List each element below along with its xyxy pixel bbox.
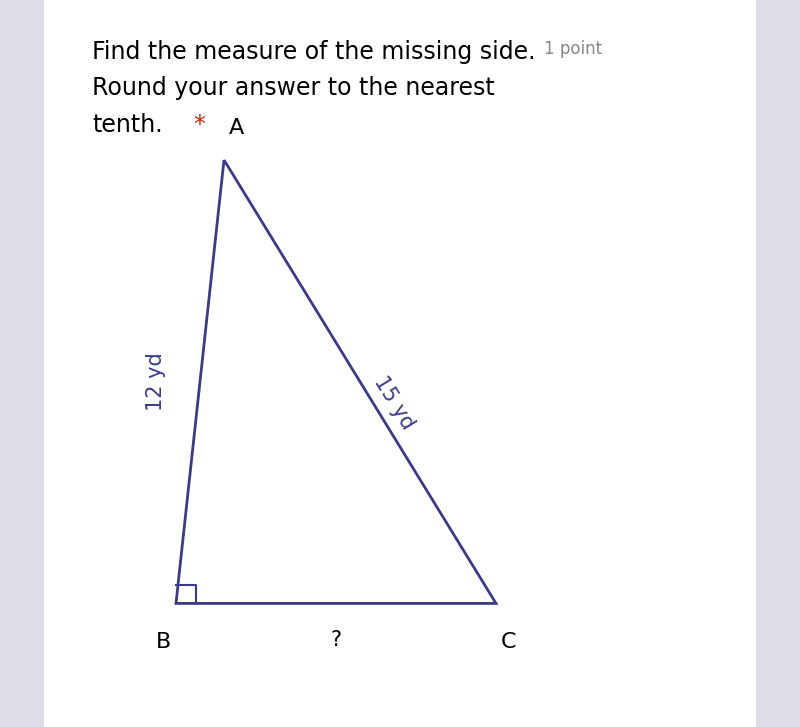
- Text: Round your answer to the nearest: Round your answer to the nearest: [92, 76, 494, 100]
- Text: B: B: [156, 632, 172, 653]
- Text: ?: ?: [330, 630, 342, 650]
- Text: *: *: [194, 113, 206, 137]
- Text: Find the measure of the missing side.: Find the measure of the missing side.: [92, 40, 535, 64]
- Text: 15 yd: 15 yd: [370, 372, 418, 433]
- Text: A: A: [228, 118, 244, 138]
- Text: tenth.: tenth.: [92, 113, 162, 137]
- Text: 1 point: 1 point: [544, 40, 602, 58]
- Text: 12 yd: 12 yd: [146, 353, 166, 411]
- Text: C: C: [500, 632, 516, 653]
